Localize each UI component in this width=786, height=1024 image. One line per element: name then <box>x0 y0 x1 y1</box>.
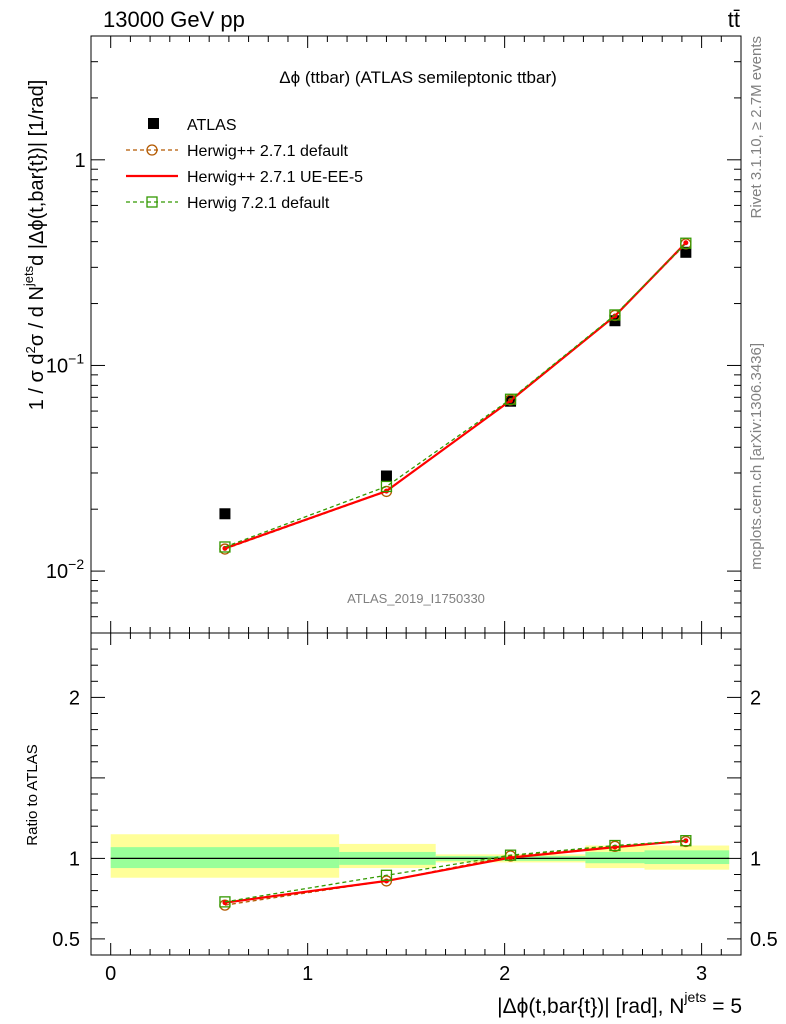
series-line-herwig-7-2-1-default <box>224 242 687 548</box>
mcplots-label: mcplots.cern.ch [arXiv:1306.3436] <box>748 343 765 570</box>
legend: ATLAS Herwig++ 2.7.1 default Herwig++ 2.… <box>126 117 363 212</box>
rivet-label: Rivet 3.1.10, ≥ 2.7M events <box>748 36 765 219</box>
ratio-marker-herwig-7-2-1-default <box>380 869 393 881</box>
y-label-part-c: d |Δϕ(t,bar{t})| [1/rad] <box>26 80 48 266</box>
y-tick-label-base: 10 <box>46 561 68 583</box>
marker-herwig-2-7-1-ue-ee-5 <box>612 313 618 319</box>
y-tick-label: 1 <box>74 150 85 172</box>
legend-marker-herwigpp-default <box>146 144 158 156</box>
y-tick-label-exp: −2 <box>68 556 84 572</box>
y-tick-label: 10−1 <box>46 350 84 377</box>
ratio-y-tick-label: 2 <box>69 687 80 709</box>
legend-label-atlas: ATLAS <box>187 117 237 134</box>
main-plot: 10−210−11 <box>46 35 742 634</box>
analysis-watermark: ATLAS_2019_I1750330 <box>347 591 485 606</box>
beam-label: 13000 GeV pp <box>103 7 245 32</box>
marker-herwig-7-2-1-default <box>380 480 393 493</box>
x-tick-label: 0 <box>105 963 116 985</box>
y-tick-label-base: 1 <box>74 150 85 172</box>
ratio-y-tick-label: 0.5 <box>52 929 80 951</box>
series-line-herwig-2-7-1-ue-ee-5 <box>224 242 687 550</box>
ratio-y-tick-label-right: 1 <box>750 848 761 870</box>
ratio-marker-herwig-7-2-1-default <box>680 835 692 847</box>
marker-herwig-7-2-1-default <box>680 237 692 249</box>
uncertainty-band-inner <box>585 851 645 864</box>
legend-marker-herwig7-default <box>146 196 158 208</box>
legend-label-herwigpp-default: Herwig++ 2.7.1 default <box>187 143 349 160</box>
y-tick-label: 10−2 <box>46 556 84 583</box>
x-label-sup: jets <box>683 989 706 1005</box>
y-label-sup-b: jets <box>21 265 36 287</box>
ratio-line-herwig-7-2-1-default <box>224 840 686 903</box>
y-label-part-a: 1 / σ d <box>26 353 48 410</box>
x-tick-label: 3 <box>696 963 707 985</box>
uncertainty-band-inner <box>110 847 340 869</box>
ratio-plot-frame <box>90 632 742 956</box>
ratio-y-axis-label: Ratio to ATLAS <box>24 744 41 845</box>
y-axis-label: 1 / σ d2σ / d Njetsd |Δϕ(t,bar{t})| [1/r… <box>21 80 48 411</box>
ratio-plot: 0 1 2 3 0.5 0.5 1 1 2 2 <box>52 633 778 985</box>
ratio-marker-herwig-7-2-1-default <box>609 839 621 852</box>
legend-label-herwig7-default: Herwig 7.2.1 default <box>187 195 330 212</box>
y-label-sup-a: 2 <box>23 346 38 353</box>
data-point-atlas <box>219 508 231 520</box>
marker-herwig-7-2-1-default <box>609 309 621 321</box>
legend-marker-atlas <box>148 118 159 129</box>
x-axis-label: |Δϕ(t,bar{t})| [rad], Njets = 5 <box>497 989 742 1018</box>
y-tick-label-exp: −1 <box>68 350 84 366</box>
marker-herwig-7-2-1-default <box>504 393 517 405</box>
series-line-herwig-2-7-1-default <box>224 243 687 550</box>
data-point-atlas <box>380 470 392 482</box>
x-tick-label: 1 <box>302 963 313 985</box>
ratio-marker-herwig-7-2-1-default <box>504 849 517 861</box>
y-tick-label-base: 10 <box>46 355 68 377</box>
data-point-atlas <box>680 246 692 258</box>
ratio-y-tick-label-right: 2 <box>750 687 761 709</box>
marker-herwig-7-2-1-default <box>219 541 231 553</box>
ratio-y-tick-label: 1 <box>69 848 80 870</box>
uncertainty-band-inner <box>644 850 730 865</box>
ratio-marker-herwig-7-2-1-default <box>219 896 231 908</box>
x-label-main: |Δϕ(t,bar{t})| [rad], N <box>497 995 684 1018</box>
chart-title: Δϕ (ttbar) (ATLAS semileptonic ttbar) <box>279 68 557 87</box>
x-label-tail: = 5 <box>712 995 742 1018</box>
process-label: tt̄ <box>728 7 740 32</box>
y-label-part-b: σ / d N <box>26 286 48 346</box>
marker-herwig-2-7-1-ue-ee-5 <box>508 398 514 404</box>
legend-label-herwigpp-ueee5: Herwig++ 2.7.1 UE-EE-5 <box>187 169 363 186</box>
ratio-marker-herwig-2-7-1-ue-ee-5 <box>508 855 514 861</box>
ratio-y-tick-label-right: 0.5 <box>750 929 778 951</box>
x-tick-label: 2 <box>499 963 510 985</box>
marker-herwig-2-7-1-ue-ee-5 <box>683 240 689 246</box>
